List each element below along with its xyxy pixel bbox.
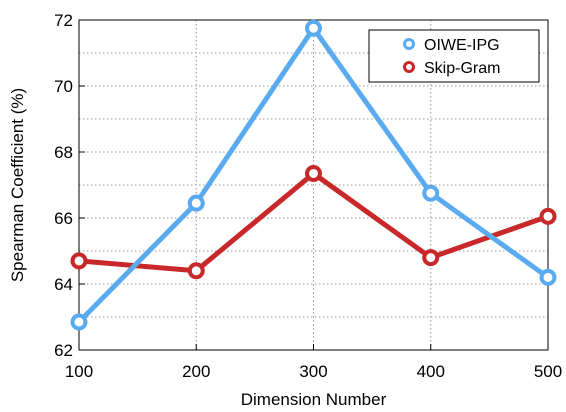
x-tick-label: 500 xyxy=(534,362,562,381)
data-point-skip-gram xyxy=(422,249,440,267)
y-tick-label: 72 xyxy=(54,11,73,30)
y-tick-label: 66 xyxy=(54,209,73,228)
y-axis-title: Spearman Coefficient (%) xyxy=(8,88,27,282)
y-tick-label: 62 xyxy=(54,341,73,360)
legend-marker-skip-gram xyxy=(403,61,415,73)
x-axis-title: Dimension Number xyxy=(241,390,387,409)
y-tick-label: 64 xyxy=(54,275,73,294)
x-ticks: 100 200 300 400 500 xyxy=(65,344,562,381)
legend-box xyxy=(368,29,540,83)
data-point-skip-gram xyxy=(539,207,557,225)
y-ticks: 62 64 66 68 70 72 xyxy=(54,11,85,360)
legend-marker-oiwe-ipg xyxy=(403,38,415,50)
data-point-skip-gram xyxy=(70,252,88,270)
x-tick-label: 400 xyxy=(417,362,445,381)
data-point-oiwe-ipg xyxy=(305,19,322,37)
legend-label-skip-gram: Skip-Gram xyxy=(424,60,500,77)
y-tick-label: 70 xyxy=(54,77,73,96)
legend: OIWE-IPG Skip-Gram xyxy=(368,29,540,83)
legend-label-oiwe-ipg: OIWE-IPG xyxy=(424,37,500,54)
x-tick-label: 300 xyxy=(299,362,327,381)
x-tick-label: 200 xyxy=(182,362,210,381)
data-point-skip-gram xyxy=(305,164,322,182)
x-tick-label: 100 xyxy=(65,362,93,381)
data-point-oiwe-ipg xyxy=(70,313,88,331)
data-point-skip-gram xyxy=(187,262,205,280)
data-point-oiwe-ipg xyxy=(539,268,557,286)
data-point-oiwe-ipg xyxy=(187,194,205,212)
data-point-oiwe-ipg xyxy=(422,184,440,202)
y-tick-label: 68 xyxy=(54,143,73,162)
series-layer xyxy=(70,19,557,331)
